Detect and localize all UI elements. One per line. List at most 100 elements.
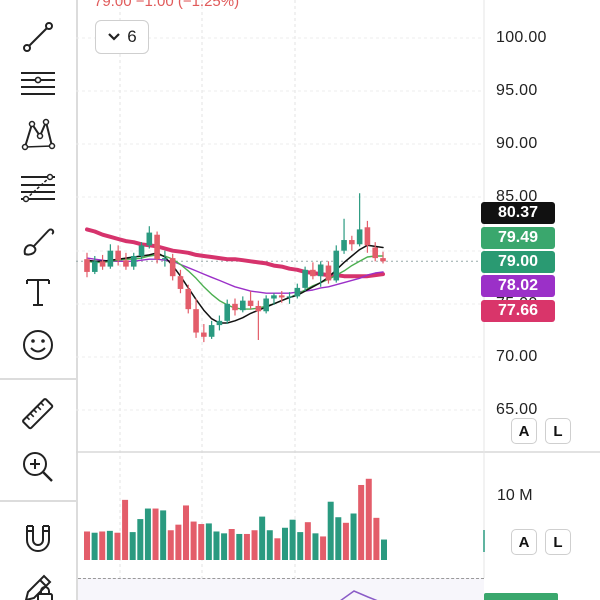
volume-bar [160, 510, 167, 560]
candle-body [255, 305, 262, 312]
volume-bar [289, 519, 296, 560]
volume-bar [175, 524, 182, 560]
interval-dropdown-button[interactable]: 6 [95, 20, 149, 54]
candle-body [302, 269, 308, 288]
volume-axis-label: 10 M [497, 487, 533, 504]
brush-icon [19, 224, 57, 260]
volume-auto-scale-button[interactable]: A [511, 529, 537, 555]
candle-body [115, 250, 121, 261]
candle-body [123, 260, 129, 267]
price-chart[interactable] [76, 0, 600, 600]
volume-bar [320, 536, 327, 560]
ma-green-badge: 79.49 [481, 227, 555, 249]
candle-body [185, 288, 192, 310]
volume-bar [205, 523, 212, 560]
zoom-in-icon [20, 449, 56, 485]
volume-bar [251, 530, 258, 560]
volume-bar [183, 505, 189, 560]
log-scale-button[interactable]: L [545, 418, 571, 444]
price-axis-label: 90.00 [496, 135, 538, 152]
volume-bar [91, 532, 98, 560]
candle-body [169, 258, 176, 277]
candle-body [325, 265, 332, 281]
candle-body [310, 269, 316, 277]
pattern-icon [20, 116, 56, 152]
candle-body [99, 261, 106, 267]
chevron-down-icon [107, 27, 121, 47]
candle-body [107, 250, 114, 267]
emoji-tool[interactable] [14, 325, 62, 365]
candle-body [146, 232, 153, 246]
text-tool[interactable] [14, 272, 62, 312]
candle-body [364, 227, 371, 246]
candle-body [349, 240, 355, 245]
candle-body [84, 259, 90, 272]
volume-bar [358, 484, 365, 560]
volume-bar [114, 532, 121, 560]
auto-scale-button[interactable]: A [511, 418, 537, 444]
indicator-pane[interactable] [78, 578, 484, 600]
price-axis-label: 85.00 [496, 188, 538, 205]
quote-change-text: 79.00 −1.00 (−1.25%) [94, 0, 240, 10]
interval-value: 6 [127, 27, 137, 46]
last-price-badge: 80.37 [481, 202, 555, 224]
trend-line-tool[interactable] [14, 17, 62, 57]
volume-bar [342, 522, 349, 560]
volume-bar [312, 533, 319, 560]
zoom-in-tool[interactable] [14, 447, 62, 487]
ruler-icon [19, 395, 57, 433]
candle-body [177, 276, 184, 289]
volume-bar [106, 530, 113, 560]
candle-body [278, 295, 285, 298]
ma-pink-badge: 77.66 [481, 300, 555, 322]
pattern-tool[interactable] [14, 114, 62, 154]
candle-body [317, 264, 324, 277]
ruler-tool[interactable] [14, 394, 62, 434]
volume-bar [236, 533, 243, 560]
fib-retracement-icon [18, 170, 58, 206]
magnet-tool[interactable] [14, 518, 62, 558]
volume-bar [304, 522, 311, 560]
candle-body [208, 325, 215, 337]
volume-bar [144, 508, 151, 560]
volume-bar [129, 532, 136, 560]
ma-purple-badge: 78.02 [481, 275, 555, 297]
price-axis-label: 95.00 [496, 82, 538, 99]
volume-log-scale-button[interactable]: L [545, 529, 571, 555]
volume-bar [198, 524, 205, 560]
pencil-lock-icon [20, 572, 56, 600]
candle-body [130, 255, 137, 267]
volume-bar [282, 527, 288, 560]
fib-retracement-tool[interactable] [14, 168, 62, 208]
candle-body [333, 250, 340, 281]
candle-body [91, 261, 98, 272]
volume-bar [99, 531, 106, 560]
price-axis-label: 70.00 [496, 348, 538, 365]
volume-bar [137, 519, 144, 560]
text-tool-icon [23, 275, 53, 309]
brush-tool[interactable] [14, 222, 62, 262]
candle-body [380, 258, 386, 262]
volume-bar [373, 517, 380, 560]
horizontal-lines-tool[interactable] [14, 63, 62, 103]
emoji-icon [20, 327, 56, 363]
toolbar-divider [0, 378, 76, 380]
candle-body [286, 296, 293, 298]
candle-body [271, 295, 277, 299]
volume-bar [122, 499, 129, 560]
volume-bar [259, 516, 266, 560]
trend-line-icon [20, 19, 56, 55]
volume-bar [274, 538, 281, 560]
indicator-value-badge [484, 593, 558, 600]
volume-bar [297, 532, 304, 560]
candle-body [294, 287, 301, 297]
drawing-toolbar [0, 0, 78, 600]
volume-bar [167, 530, 174, 560]
volume-bar [327, 501, 334, 560]
candle-body [232, 303, 238, 311]
magnet-icon [21, 520, 55, 556]
draw-lock-tool[interactable] [14, 570, 62, 600]
price-axis-label: 100.00 [496, 29, 547, 46]
candle-body [162, 258, 168, 260]
candle-body [224, 303, 231, 321]
